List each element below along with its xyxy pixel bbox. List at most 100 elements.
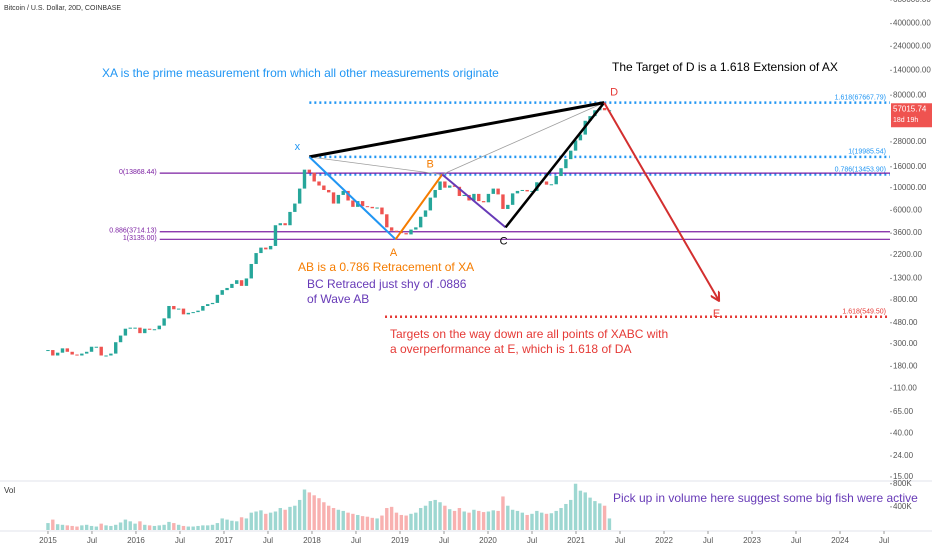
- candle: [307, 169, 312, 173]
- candle: [239, 280, 244, 286]
- candle: [477, 193, 481, 202]
- y-tick-label: 40.00: [893, 428, 914, 437]
- candle: [114, 342, 118, 354]
- candle: [331, 192, 336, 204]
- candle: [278, 223, 282, 226]
- x-tick-label: 2016: [127, 536, 145, 545]
- volume-bar: [428, 501, 433, 530]
- guide-line: [309, 156, 443, 175]
- candle: [230, 283, 234, 288]
- candle: [327, 189, 331, 193]
- volume-bar: [152, 525, 157, 530]
- volume-bar: [167, 521, 171, 530]
- candle: [176, 308, 181, 310]
- volume-bar: [433, 499, 437, 530]
- candle: [573, 140, 578, 151]
- volume-bar: [205, 525, 210, 530]
- x-tick-label: Jul: [527, 536, 537, 545]
- volume-bar: [481, 512, 486, 530]
- point-label: D: [610, 87, 618, 99]
- point-label: x: [295, 141, 301, 153]
- volume-bar: [215, 523, 220, 530]
- candle: [104, 355, 108, 357]
- pattern-leg: [441, 173, 507, 229]
- volume-bar: [94, 526, 99, 530]
- candle: [167, 305, 171, 319]
- x-tick-label: 2019: [391, 536, 409, 545]
- volume-bar: [510, 509, 515, 530]
- candle: [181, 308, 186, 315]
- candle: [75, 354, 79, 356]
- volume-bar: [554, 510, 558, 530]
- point-label: C: [500, 235, 508, 247]
- volume-bar: [331, 508, 336, 530]
- candle: [322, 185, 326, 190]
- candle: [70, 351, 74, 355]
- candle: [99, 346, 103, 356]
- volume-bar: [452, 510, 457, 530]
- y-tick-label: 65.00: [893, 407, 914, 416]
- candle: [196, 310, 200, 313]
- candle: [297, 188, 302, 204]
- y-tick-label: 1300.00: [893, 274, 922, 283]
- annotation: Pick up in volume here suggest some big …: [613, 491, 918, 505]
- candle: [404, 233, 408, 235]
- countdown-label: 18d 19h: [893, 117, 918, 124]
- candle: [133, 327, 137, 329]
- volume-bar: [573, 483, 578, 530]
- volume-bar: [356, 514, 360, 530]
- volume-bar: [549, 513, 554, 530]
- x-tick-label: Jul: [87, 536, 97, 545]
- candle: [191, 312, 195, 314]
- x-tick-label: Jul: [175, 536, 185, 545]
- y-tick-label: 6000.00: [893, 206, 922, 215]
- candle: [268, 245, 273, 250]
- volume-bar: [457, 508, 462, 530]
- volume-bar: [123, 519, 128, 530]
- candle: [389, 227, 394, 231]
- y-tick-label: 800.00: [893, 295, 918, 304]
- candle: [302, 169, 307, 189]
- candle: [118, 335, 123, 343]
- x-tick-label: Jul: [791, 536, 801, 545]
- candle: [506, 204, 510, 209]
- candle: [336, 194, 341, 204]
- volume-bar: [196, 525, 200, 530]
- candle: [138, 327, 142, 334]
- volume-bar: [297, 499, 302, 530]
- volume-bar: [501, 496, 505, 530]
- candle: [394, 230, 399, 232]
- candle: [385, 214, 389, 228]
- fib-level-label: 1(3135.00): [123, 235, 157, 242]
- volume-bar: [293, 505, 297, 530]
- volume-bar: [564, 503, 568, 530]
- annotation: Targets on the way down are all points o…: [390, 327, 668, 341]
- candle: [235, 280, 239, 284]
- fib-level-label: 1(19985.54): [848, 149, 886, 156]
- volume-bar: [414, 512, 418, 530]
- volume-bar: [399, 514, 404, 530]
- volume-bar: [530, 513, 534, 530]
- annotation: AB is a 0.786 Retracement of XA: [298, 260, 474, 274]
- candle: [346, 190, 350, 201]
- x-tick-label: Jul: [703, 536, 713, 545]
- candle: [457, 186, 462, 196]
- annotation: BC Retraced just shy of .0886: [307, 277, 467, 291]
- volume-bar: [520, 512, 525, 530]
- volume-bar: [472, 509, 476, 530]
- candle: [443, 181, 447, 188]
- volume-tick-label: 400K: [893, 502, 912, 511]
- fib-level-label: 1.618(67667.79): [835, 94, 886, 101]
- y-tick-label: 140000.00: [893, 65, 931, 74]
- volume-bar: [264, 513, 268, 530]
- volume-bar: [409, 513, 413, 530]
- y-tick-label: 110.00: [893, 383, 917, 392]
- x-tick-label: 2018: [303, 536, 321, 545]
- volume-bar: [535, 510, 539, 530]
- volume-bar: [385, 508, 389, 530]
- x-tick-label: 2017: [215, 536, 233, 545]
- volume-bar: [157, 525, 161, 530]
- volume-bar: [278, 508, 282, 530]
